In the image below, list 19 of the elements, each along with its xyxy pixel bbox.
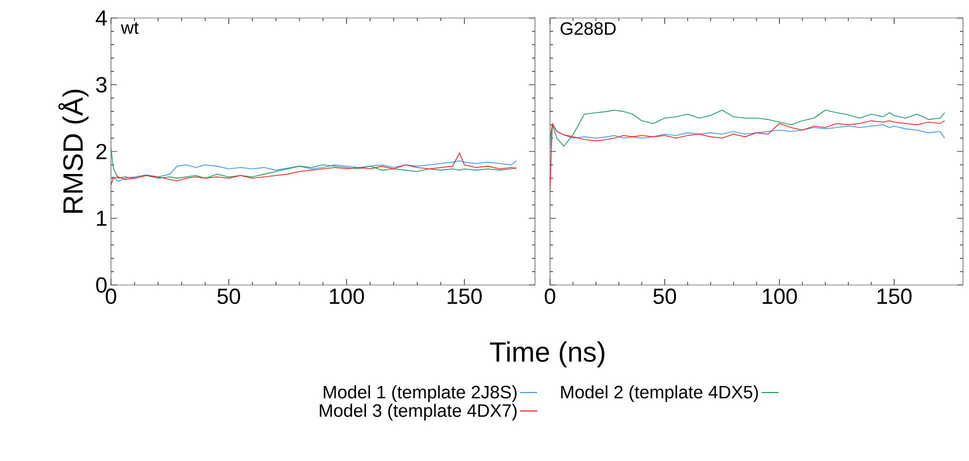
y-tick-label: 1 bbox=[96, 210, 106, 226]
x-tick-label: 50 bbox=[653, 288, 676, 304]
x-tick-label: 100 bbox=[762, 288, 797, 304]
x-tick-label: 50 bbox=[217, 288, 240, 304]
x-tick-label: 150 bbox=[878, 288, 912, 304]
x-tick-label: 0 bbox=[544, 288, 556, 304]
legend-label: Model 1 (template 2J8S) bbox=[324, 385, 517, 402]
y-tick-label: 3 bbox=[96, 76, 107, 93]
chart-title: wt bbox=[120, 22, 139, 34]
chart-title: G288D bbox=[560, 22, 616, 35]
x-tick-label: 150 bbox=[448, 288, 482, 304]
y-tick-label: 2 bbox=[96, 144, 106, 160]
y-axis-title: RMSD (Å) bbox=[58, 90, 88, 213]
x-tick-label: 100 bbox=[330, 288, 364, 304]
x-axis-title: Time (ns) bbox=[490, 341, 604, 368]
y-tick-label: 0 bbox=[96, 277, 107, 293]
y-tick-label: 4 bbox=[96, 10, 107, 26]
legend-label: Model 2 (template 4DX5) bbox=[561, 385, 758, 402]
legend-label: Model 3 (template 4DX7) bbox=[320, 404, 517, 420]
